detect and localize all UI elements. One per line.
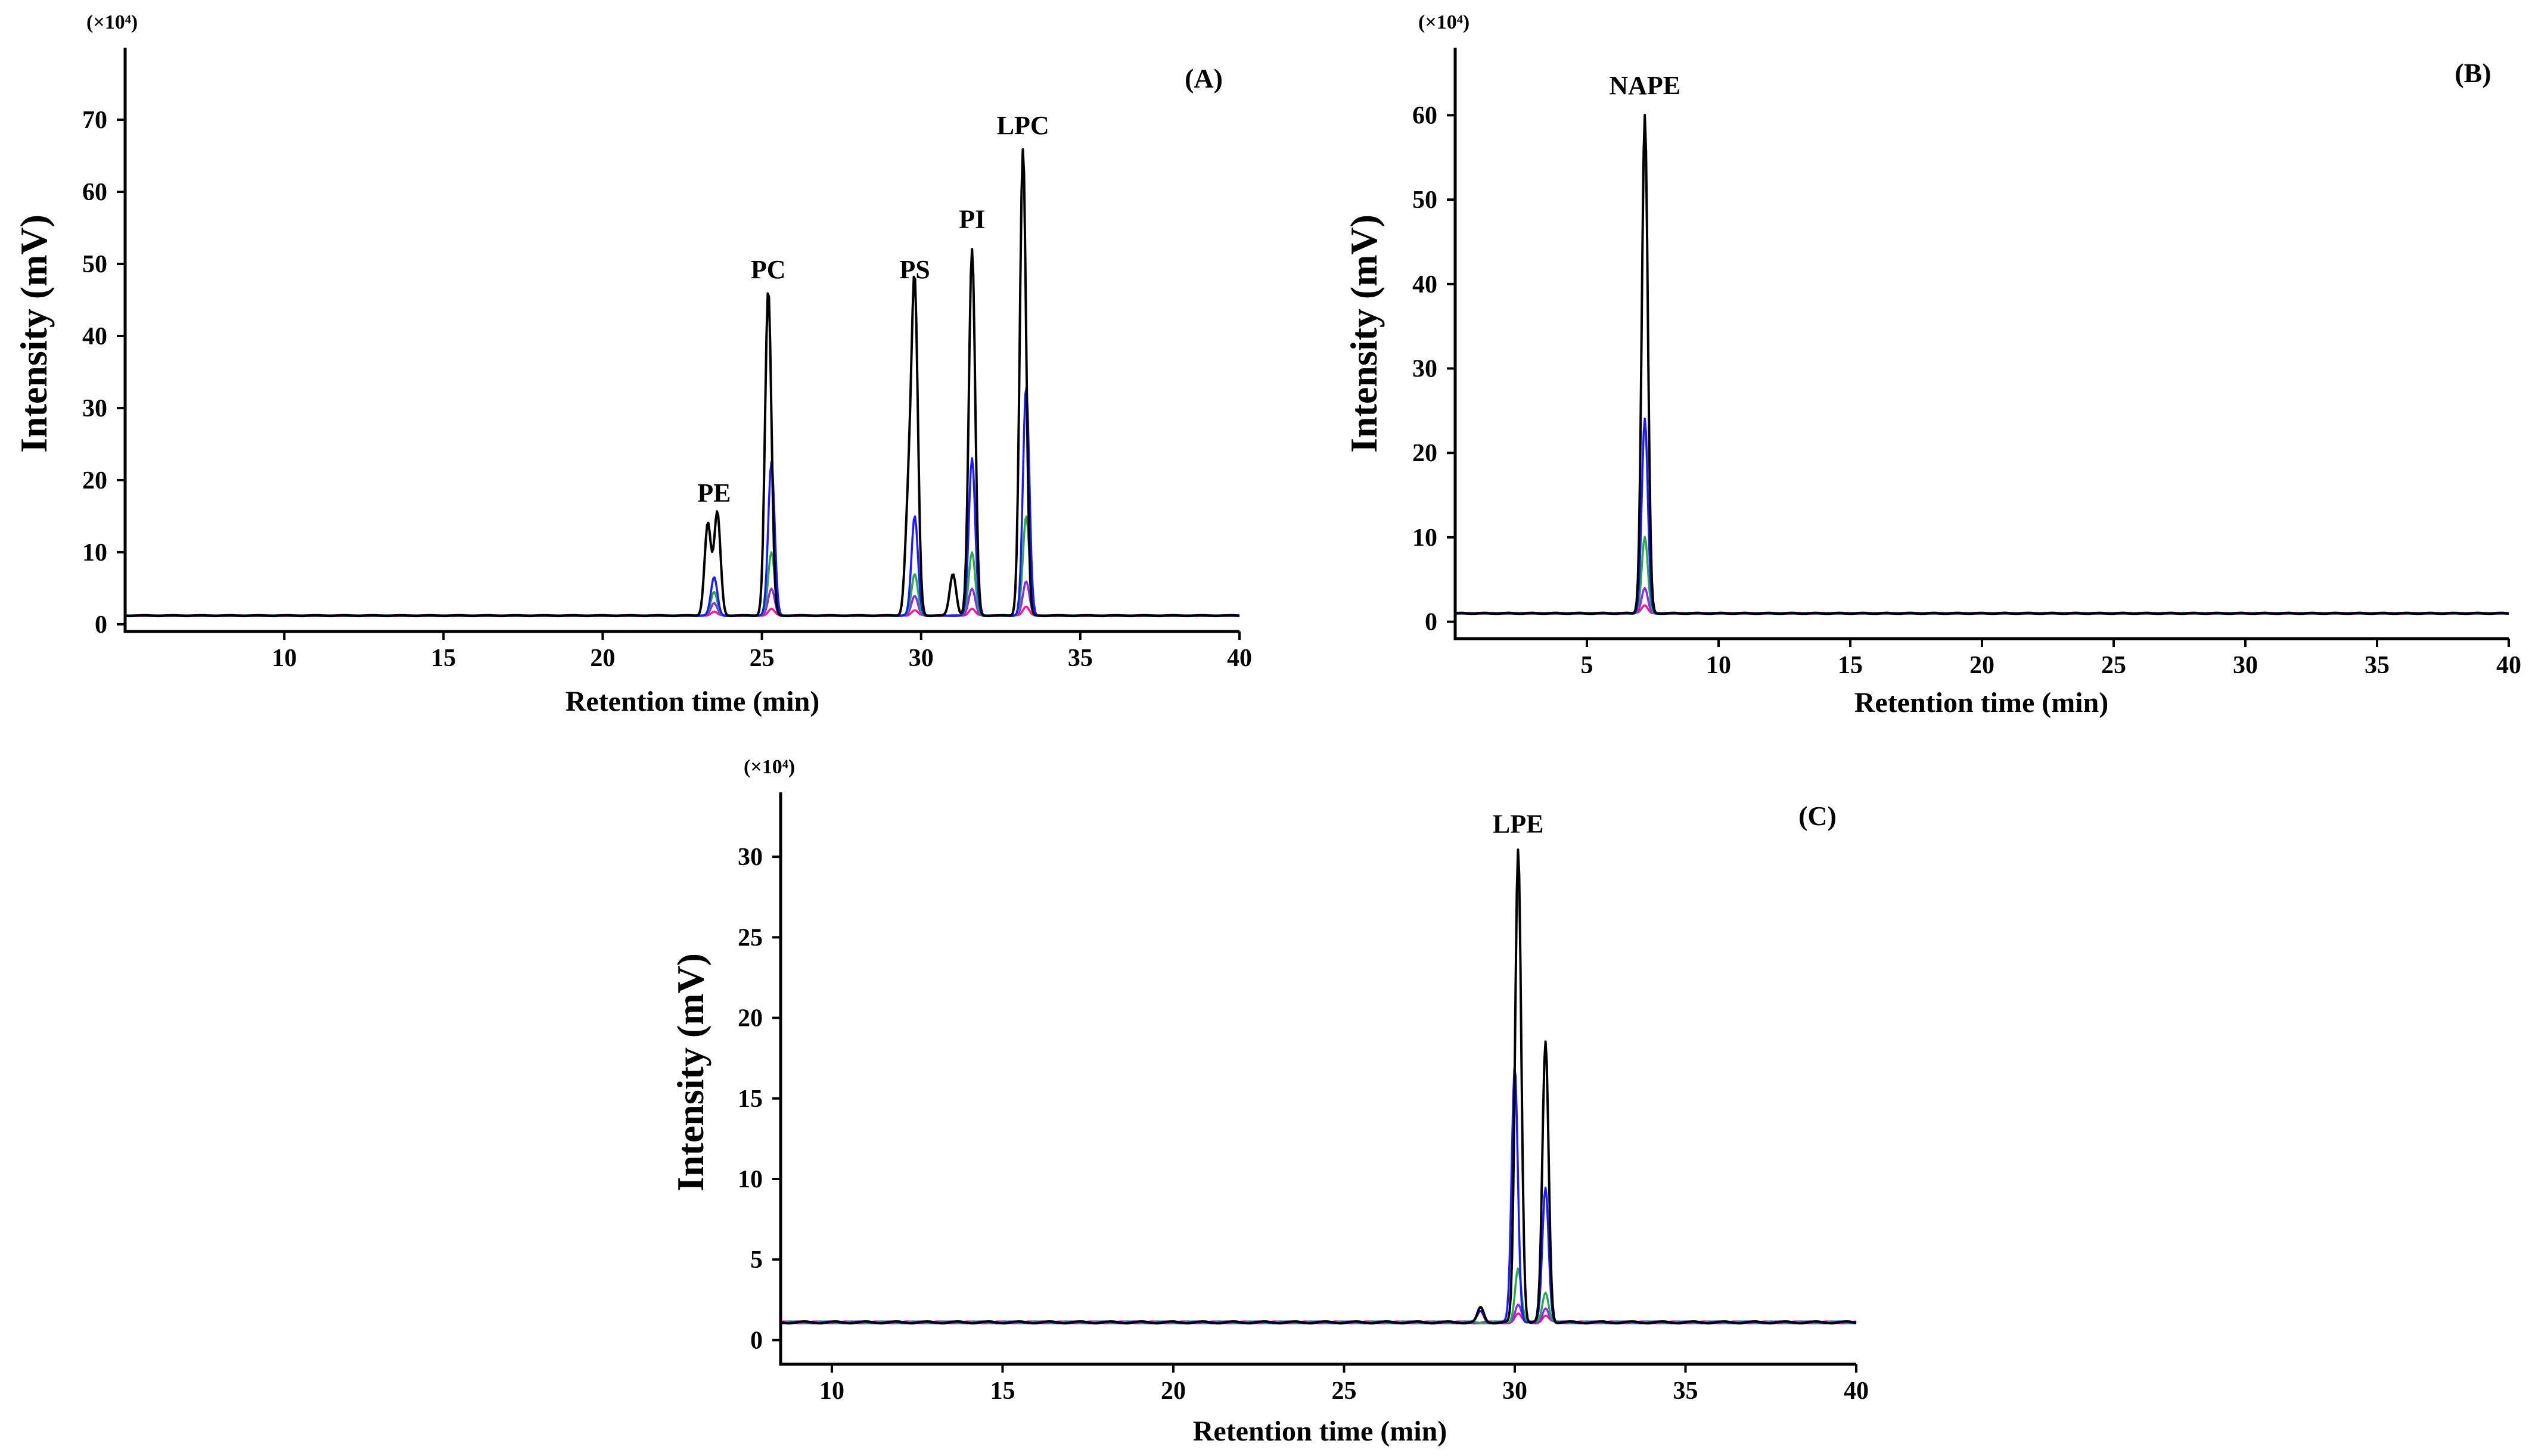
panel-b-xtick-label: 20 (1969, 652, 1994, 679)
panel-a-ylabel: Intensity (mV) (13, 214, 55, 453)
panel-a-peak-label: PC (751, 255, 786, 284)
panel-b-trace-2 (1455, 418, 2509, 615)
panel-a-label: (A) (1185, 63, 1223, 94)
panel-a-ytick-label: 20 (82, 467, 107, 494)
panel-a-xtick-label: 20 (590, 645, 615, 672)
panel-c-ytick-label: 5 (750, 1246, 763, 1274)
panel-b-xtick-label: 25 (2101, 652, 2126, 679)
panel-a-trace-4 (125, 580, 1240, 617)
panel-a-trace-2 (125, 386, 1240, 617)
panel-b-label: (B) (2455, 58, 2491, 88)
panel-b: (×10⁴) Intensity (mV) Retention time (mi… (1343, 11, 2521, 718)
panel-a-ytick-label: 0 (95, 611, 107, 639)
panel-c-xtick-label: 20 (1161, 1377, 1186, 1405)
panel-b-ytick-label: 60 (1412, 102, 1437, 129)
panel-a-ytick-label: 10 (82, 539, 107, 567)
panel-c-xtick-label: 30 (1502, 1377, 1527, 1405)
panel-b-trace-1 (1455, 114, 2509, 615)
panel-a-trace-3 (125, 515, 1240, 617)
panel-a-peak-label: PI (959, 204, 985, 234)
panel-c-xtick-label: 40 (1844, 1377, 1869, 1405)
panel-a-xtick-label: 35 (1068, 645, 1093, 672)
panel-b-trace-3 (1455, 536, 2509, 615)
panel-a: (×10⁴) Intensity (mV) Retention time (mi… (13, 11, 1252, 717)
panel-c-ytick-label: 25 (738, 924, 763, 951)
panel-c: (×10⁴) Intensity (mV) Retention time (mi… (669, 756, 1869, 1447)
panel-a-peak-label: PS (899, 255, 930, 284)
panel-c-trace-2 (780, 1067, 1857, 1325)
panel-c-peak-label: LPE (1493, 810, 1544, 839)
panel-b-ytick-label: 30 (1412, 356, 1437, 383)
panel-b-ylabel: Intensity (mV) (1343, 214, 1385, 453)
panel-c-ytick-label: 10 (738, 1166, 763, 1193)
panel-b-peak-labels: NAPE (1609, 71, 1680, 100)
panel-b-axes (1453, 48, 2509, 640)
panel-b-xtick-label: 15 (1838, 652, 1863, 679)
panel-b-ytick-label: 40 (1412, 271, 1437, 298)
panel-c-traces (780, 848, 1857, 1325)
panel-a-ytick-label: 50 (82, 251, 107, 278)
panel-c-ylabel: Intensity (mV) (669, 953, 712, 1191)
panel-b-traces (1455, 114, 2509, 615)
panel-a-ytick-label: 30 (82, 395, 107, 422)
panel-c-ytick-label: 15 (738, 1085, 763, 1113)
panel-c-multiplier: (×10⁴) (744, 756, 795, 778)
panel-a-axes (123, 48, 1239, 633)
panel-b-ytick-label: 10 (1412, 524, 1437, 552)
panel-c-xlabel: Retention time (min) (1193, 1415, 1447, 1447)
panel-a-xtick-label: 10 (272, 645, 297, 672)
panel-c-xtick-label: 25 (1331, 1377, 1356, 1405)
panel-c-xtick-label: 10 (819, 1377, 844, 1405)
panel-b-xtick-label: 30 (2233, 652, 2258, 679)
panel-b-peak-label: NAPE (1609, 71, 1680, 100)
panel-c-ytick-label: 0 (750, 1327, 763, 1354)
panel-c-axes (779, 792, 1856, 1366)
panel-b-ytick-label: 0 (1425, 609, 1437, 636)
panel-b-axis-lines (1453, 48, 2509, 640)
panel-a-peak-label: LPC (997, 111, 1049, 140)
panel-c-xtick-label: 15 (990, 1377, 1015, 1405)
panel-b-xlabel: Retention time (min) (1854, 687, 2109, 718)
panel-a-xtick-label: 25 (750, 645, 775, 672)
panel-c-label: (C) (1798, 801, 1837, 831)
panel-a-xtick-label: 40 (1227, 645, 1252, 672)
panel-b-ytick-label: 50 (1412, 186, 1437, 214)
panel-a-ticks: 10 15 20 25 30 35 40 0 10 20 30 40 50 60 70 (82, 107, 1252, 672)
panel-b-xtick-label: 5 (1581, 652, 1593, 679)
panel-b-xtick-label: 40 (2496, 652, 2521, 679)
panel-c-axis-lines (779, 792, 1856, 1366)
panel-c-trace-1 (780, 848, 1857, 1325)
panel-a-ytick-label: 70 (82, 107, 107, 134)
panel-a-ytick-label: 40 (82, 323, 107, 350)
panel-a-xtick-label: 30 (909, 645, 934, 672)
panel-a-peak-labels: PE PC PS PI LPC (697, 111, 1049, 508)
panel-a-ytick-label: 60 (82, 179, 107, 206)
panel-b-multiplier: (×10⁴) (1418, 11, 1469, 33)
panel-b-trace-4 (1455, 587, 2509, 615)
panel-c-ytick-label: 30 (738, 844, 763, 871)
panel-b-ticks: 5 10 15 20 25 30 35 40 0 10 20 30 40 50 60 (1412, 102, 2521, 679)
panel-c-xtick-label: 35 (1673, 1377, 1698, 1405)
panel-a-trace-1 (125, 148, 1240, 618)
panel-c-peak-labels: LPE (1493, 810, 1544, 839)
panel-b-xtick-label: 10 (1706, 652, 1731, 679)
panel-a-xtick-label: 15 (431, 645, 456, 672)
panel-a-traces (125, 148, 1240, 618)
panel-c-ytick-label: 20 (738, 1005, 763, 1032)
panel-a-xlabel: Retention time (min) (566, 686, 820, 717)
panel-a-multiplier: (×10⁴) (86, 11, 138, 33)
panel-b-xtick-label: 35 (2365, 652, 2390, 679)
panel-c-ticks: 10 15 20 25 30 35 40 0 5 10 15 20 25 30 (738, 844, 1869, 1405)
panel-b-ytick-label: 20 (1412, 440, 1437, 467)
panel-c-trace-3 (780, 1267, 1857, 1325)
panel-a-peak-label: PE (697, 478, 731, 508)
panel-a-axis-lines (123, 48, 1239, 633)
